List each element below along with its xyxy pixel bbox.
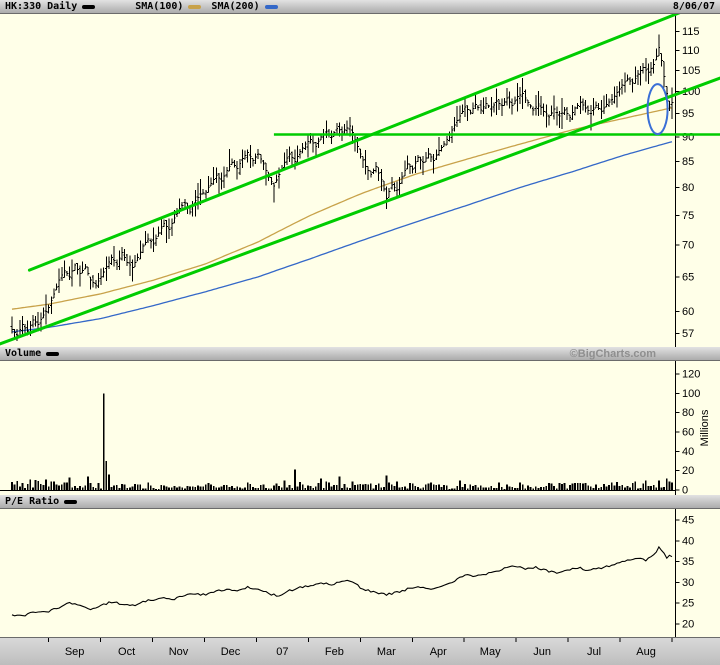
svg-text:Aug: Aug [636, 646, 656, 658]
svg-text:May: May [480, 646, 501, 658]
trendline-lower [0, 76, 720, 346]
watermark: ©BigCharts.com [569, 347, 656, 360]
svg-text:40: 40 [682, 446, 694, 458]
month-axis: Sep Oct Nov Dec 07 Feb Mar Apr May Jun Jul Aug [48, 638, 673, 658]
price-bars [11, 34, 673, 342]
svg-text:65: 65 [682, 271, 694, 283]
sma100-line [11, 107, 673, 310]
millions-label: Millions [699, 409, 711, 446]
price-bar-ticks [10, 46, 674, 337]
sma100-key-icon [188, 4, 202, 9]
svg-text:35: 35 [682, 556, 694, 568]
svg-text:Jun: Jun [533, 646, 551, 658]
svg-text:57: 57 [682, 328, 694, 340]
pe-right-axis: 45 40 35 30 25 20 [675, 509, 694, 637]
volume-bars [11, 393, 673, 490]
svg-text:85: 85 [682, 156, 694, 168]
svg-text:100: 100 [682, 388, 700, 400]
svg-text:Apr: Apr [430, 646, 447, 658]
svg-text:Dec: Dec [221, 646, 241, 658]
volume-key-icon [46, 351, 60, 356]
svg-text:07: 07 [276, 646, 288, 658]
svg-text:45: 45 [682, 515, 694, 527]
volume-label: Volume [5, 348, 42, 359]
ellipse-annotation [646, 83, 669, 136]
svg-text:Jul: Jul [587, 646, 601, 658]
svg-text:115: 115 [682, 26, 700, 38]
svg-text:120: 120 [682, 369, 700, 381]
volume-chart: 120 100 80 60 40 20 0 Millions [0, 361, 711, 496]
svg-text:30: 30 [682, 577, 694, 589]
svg-text:60: 60 [682, 427, 694, 439]
pe-header-bar: P/E Ratio [0, 495, 720, 509]
svg-text:95: 95 [682, 108, 694, 120]
pe-chart: 45 40 35 30 25 20 [11, 509, 694, 637]
svg-text:25: 25 [682, 598, 694, 610]
volume-right-axis: 120 100 80 60 40 20 0 [675, 361, 700, 496]
pe-label: P/E Ratio [5, 496, 60, 507]
svg-text:75: 75 [682, 210, 694, 222]
sma200-label: SMA(200) [211, 1, 260, 12]
pe-panel: 45 40 35 30 25 20 [0, 509, 720, 637]
svg-text:Oct: Oct [118, 646, 135, 658]
svg-text:70: 70 [682, 239, 694, 251]
pe-line [11, 545, 673, 617]
price-key-icon [82, 4, 96, 9]
volume-panel: 120 100 80 60 40 20 0 Millions [0, 361, 720, 495]
svg-text:Sep: Sep [65, 646, 85, 658]
price-panel: 115 110 105 100 95 90 85 80 75 70 65 60 57 [0, 14, 720, 347]
svg-text:20: 20 [682, 619, 694, 631]
month-labels: Sep Oct Nov Dec 07 Feb Mar Apr May Jun Jul Aug [48, 638, 673, 658]
svg-text:60: 60 [682, 306, 694, 318]
svg-text:Nov: Nov [169, 646, 189, 658]
pe-key-icon [64, 499, 78, 504]
svg-text:80: 80 [682, 182, 694, 194]
svg-text:Mar: Mar [377, 646, 396, 658]
trendline-upper [27, 14, 681, 272]
month-axis-bar: Sep Oct Nov Dec 07 Feb Mar Apr May Jun Jul Aug [0, 637, 720, 665]
sma100-label: SMA(100) [135, 1, 184, 12]
date-label: 8/06/07 [672, 1, 715, 12]
svg-text:20: 20 [682, 465, 694, 477]
svg-text:0: 0 [682, 485, 688, 496]
svg-text:90: 90 [682, 131, 694, 143]
symbol-label: HK:330 Daily [5, 1, 78, 12]
sma200-line [11, 141, 673, 333]
volume-header-bar: Volume ©BigCharts.com [0, 347, 720, 361]
price-header-bar: HK:330 Daily SMA(100) SMA(200) 8/06/07 [0, 0, 720, 14]
svg-text:Feb: Feb [325, 646, 344, 658]
sma200-key-icon [264, 4, 278, 9]
svg-text:110: 110 [682, 45, 700, 57]
svg-text:80: 80 [682, 407, 694, 419]
svg-text:40: 40 [682, 535, 694, 547]
svg-text:105: 105 [682, 65, 700, 77]
